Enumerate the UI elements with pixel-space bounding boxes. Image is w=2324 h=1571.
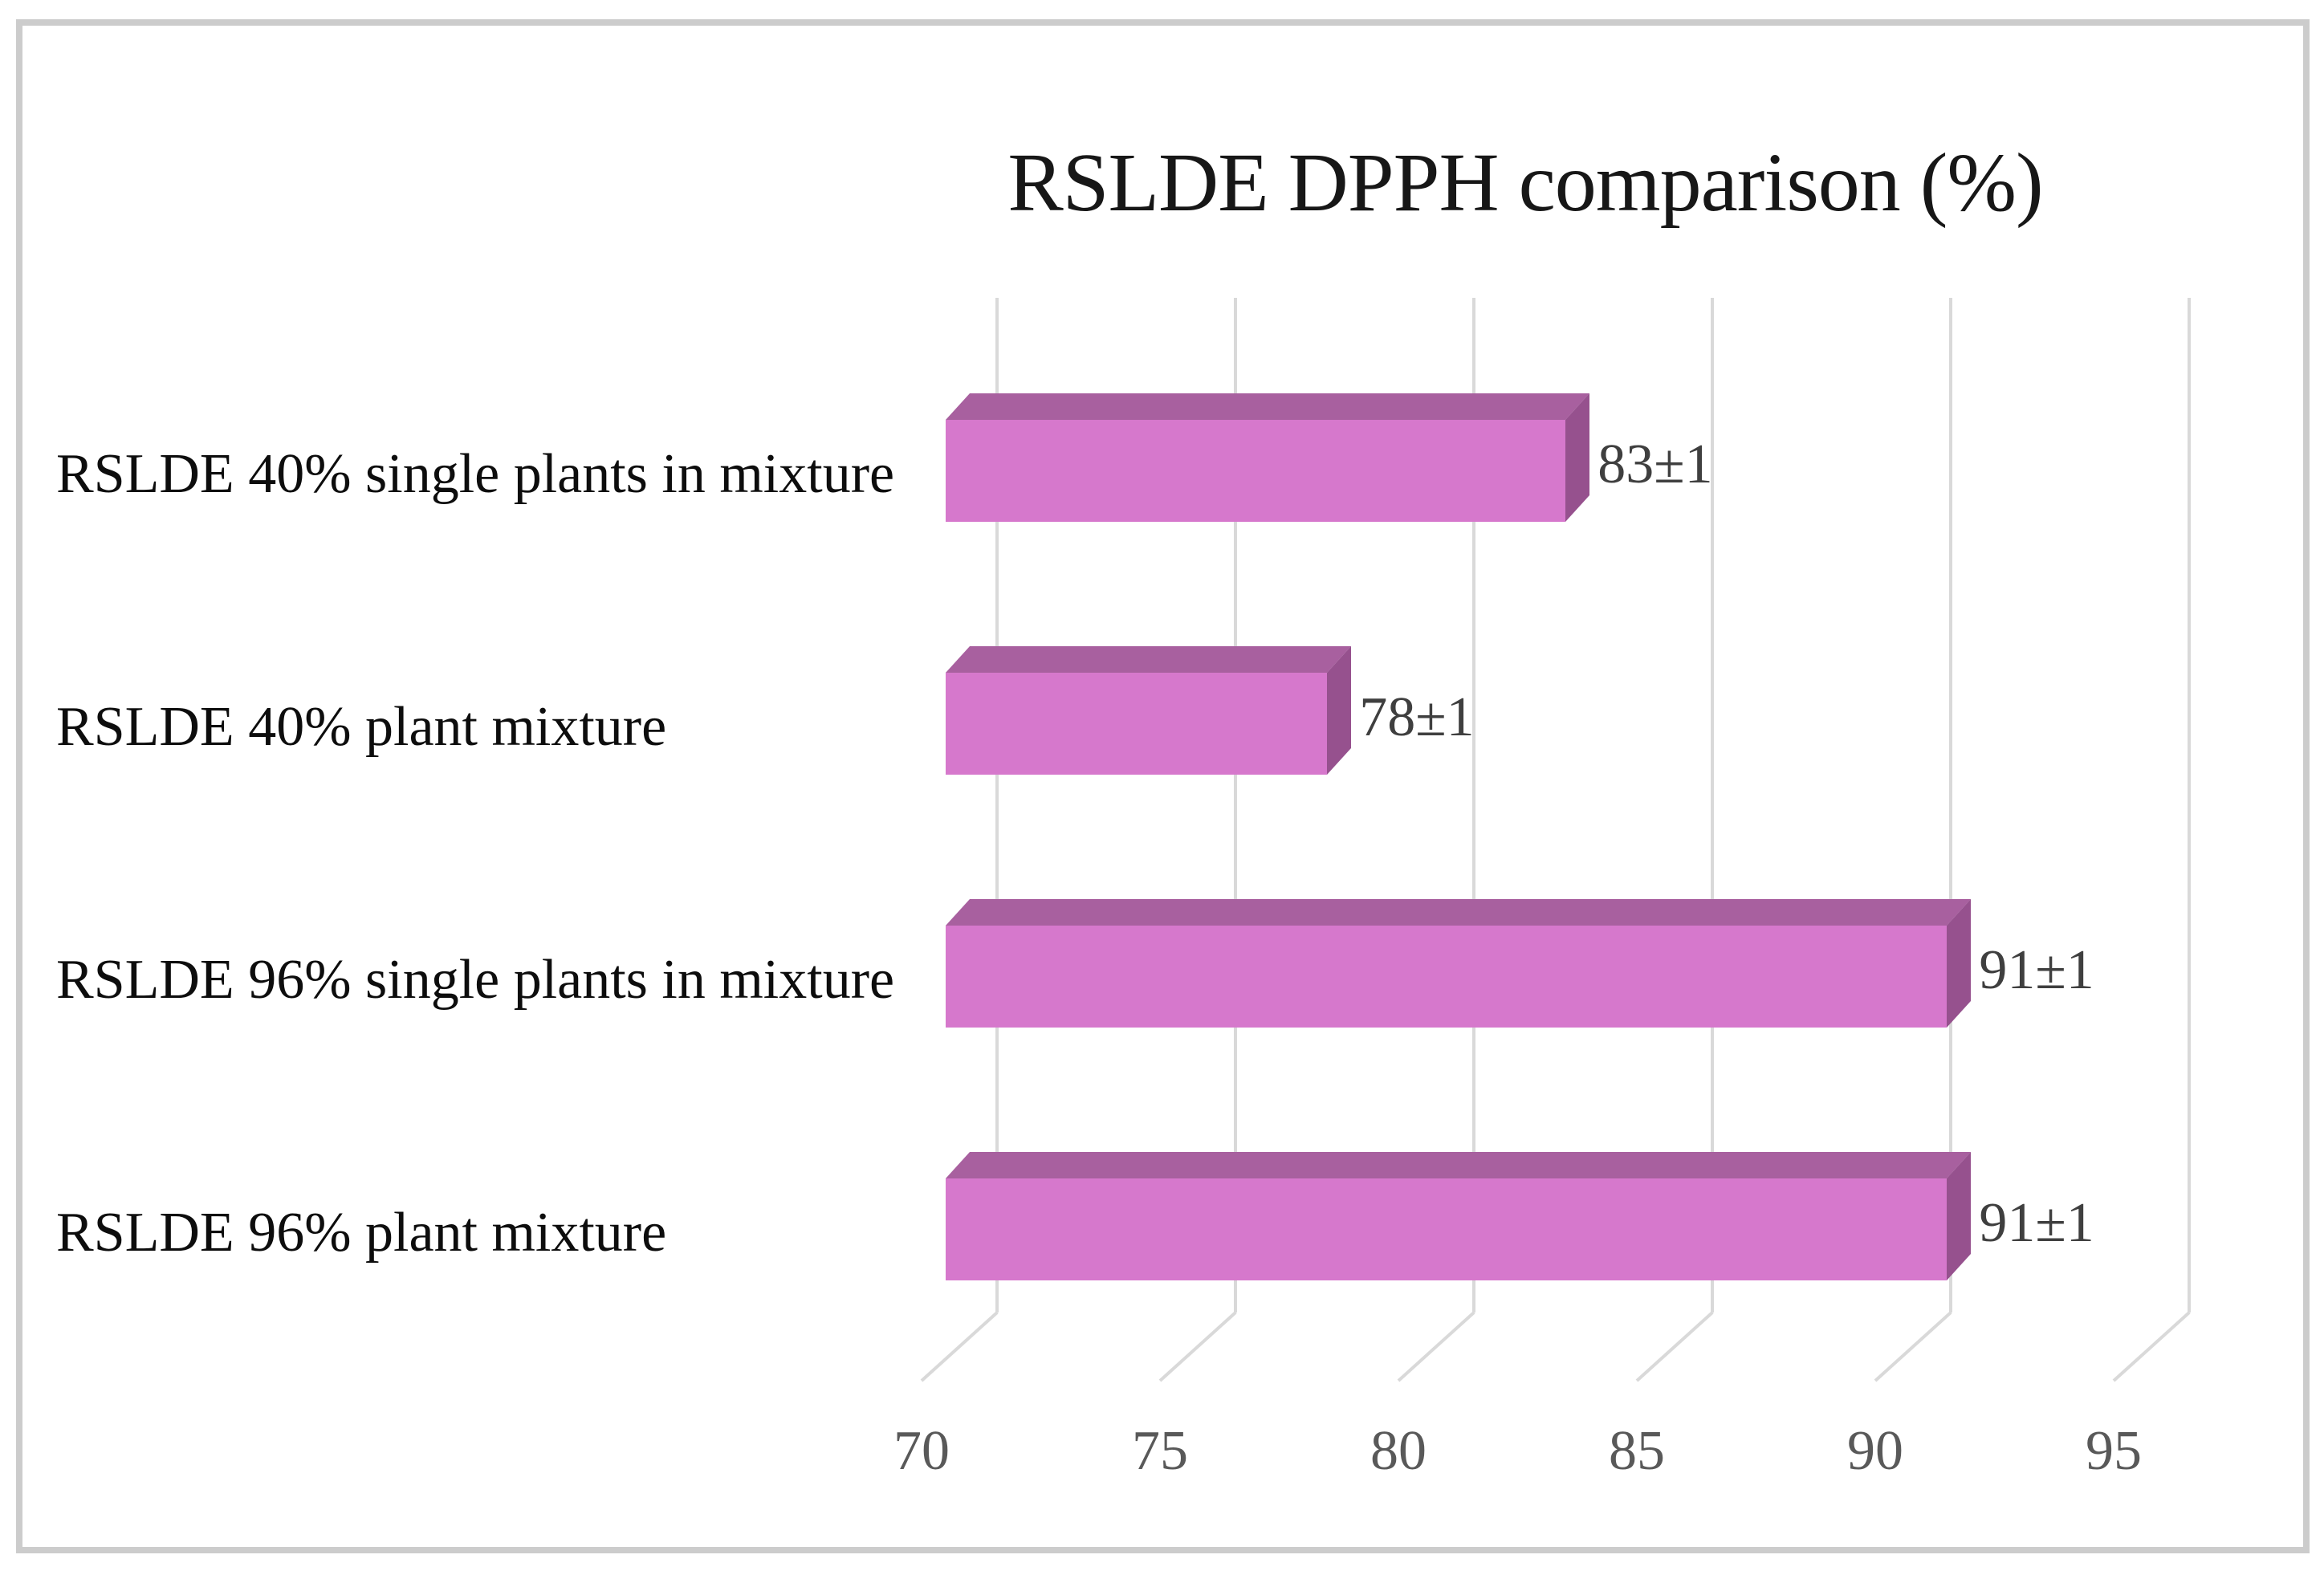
gridline [2188, 298, 2191, 1313]
bar-top-face [946, 646, 1352, 673]
bar-front-face [946, 673, 1328, 775]
value-label: 91±1 [1979, 938, 2094, 1001]
gridline [1234, 298, 1237, 1313]
bar-front-face [946, 1178, 1948, 1280]
x-tick-label: 85 [1609, 1420, 1665, 1482]
gridline [1472, 298, 1475, 1313]
x-tick-label: 95 [2086, 1420, 2142, 1482]
x-tick-label: 90 [1847, 1420, 1903, 1482]
bar-front-face [946, 926, 1948, 1028]
bar-front-face [946, 420, 1566, 522]
category-label: RSLDE 96% single plants in mixture [56, 948, 895, 1011]
x-tick-label: 70 [893, 1420, 950, 1482]
gridline [1711, 298, 1714, 1313]
value-label: 78±1 [1359, 686, 1475, 748]
chart-title: RSLDE DPPH comparison (%) [1007, 136, 2043, 229]
category-label: RSLDE 40% single plants in mixture [56, 442, 895, 505]
bar-top-face [946, 393, 1590, 420]
category-label: RSLDE 40% plant mixture [56, 695, 667, 758]
value-label: 91±1 [1979, 1191, 2094, 1254]
bar-top-face [946, 899, 1972, 926]
gridline [995, 298, 999, 1313]
x-tick-label: 75 [1132, 1420, 1188, 1482]
value-label: 83±1 [1597, 433, 1713, 495]
x-tick-label: 80 [1370, 1420, 1427, 1482]
category-label: RSLDE 96% plant mixture [56, 1201, 667, 1264]
gridline [1949, 298, 1952, 1313]
figure-border [16, 19, 2310, 1553]
bar-top-face [946, 1152, 1972, 1178]
